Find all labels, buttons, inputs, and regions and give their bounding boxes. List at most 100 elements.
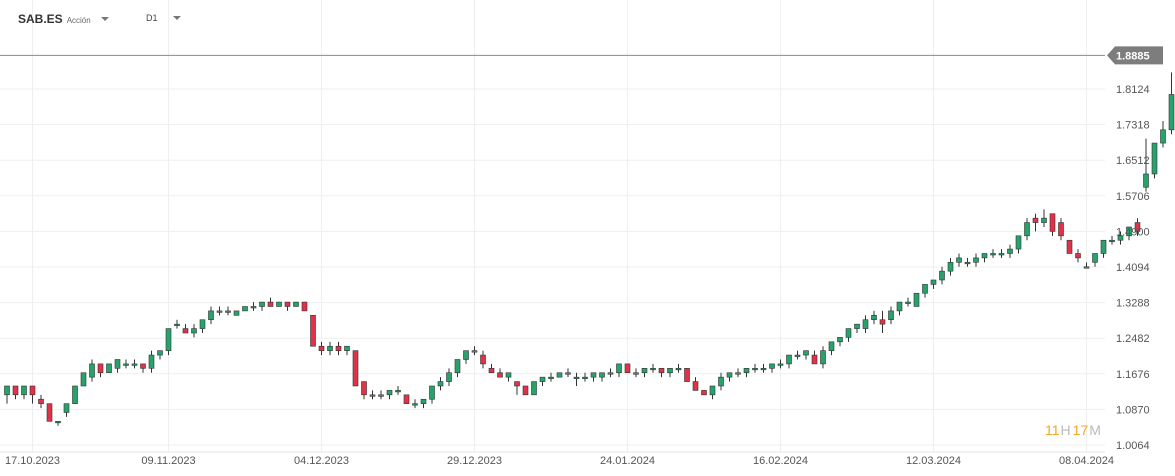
candle-body: [1117, 235, 1124, 241]
x-tick-label: 24.01.2024: [600, 455, 655, 467]
countdown-hours: 11: [1045, 422, 1060, 438]
candle-body: [582, 376, 588, 379]
x-axis-labels: 17.10.2023 09.11.2023 04.12.2023 29.12.2023…: [5, 455, 1114, 467]
candle-body: [480, 354, 486, 365]
symbol-dropdown-chevron-icon[interactable]: [100, 17, 109, 21]
candle-body: [165, 328, 172, 351]
candle: [633, 368, 639, 378]
candle-body: [123, 363, 129, 366]
candle-body: [1049, 213, 1056, 232]
candle: [811, 350, 818, 365]
candle: [403, 394, 410, 404]
candle: [531, 381, 537, 396]
symbol-label[interactable]: SAB.ES: [18, 12, 63, 26]
countdown-hours-unit: H: [1060, 422, 1071, 438]
candle-body: [12, 385, 19, 396]
candle: [1007, 244, 1013, 258]
candle: [1168, 72, 1175, 135]
candle: [548, 372, 554, 382]
candle: [259, 301, 265, 311]
candle: [250, 302, 257, 311]
candle: [12, 385, 19, 400]
candle-body: [947, 262, 954, 272]
candle-body: [1109, 239, 1115, 243]
candle: [854, 323, 860, 333]
x-tick-label: 08.04.2024: [1059, 455, 1114, 467]
candle-body: [794, 354, 801, 357]
candle-body: [650, 368, 656, 371]
candle-body: [837, 337, 843, 343]
candle-body: [888, 310, 894, 321]
current-price-label: 1.8885: [1116, 50, 1150, 62]
candle-body: [148, 354, 155, 369]
candle-body: [1126, 226, 1132, 237]
candle-body: [471, 350, 478, 353]
candle: [1117, 231, 1124, 245]
y-tick-label: 1.4900: [1116, 226, 1150, 238]
candle-body: [684, 368, 690, 382]
candle-body: [981, 253, 988, 259]
candle-body: [242, 306, 248, 312]
timeframe-dropdown-chevron-icon[interactable]: [173, 16, 181, 20]
candle-body: [633, 372, 639, 375]
x-tick-label: 16.02.2024: [753, 455, 808, 467]
candle-body: [1151, 142, 1158, 175]
candle: [692, 377, 699, 391]
candle: [191, 324, 197, 338]
candle: [641, 368, 648, 378]
candle-body: [335, 345, 342, 351]
candle-body: [811, 354, 818, 365]
candle-body: [998, 253, 1005, 256]
candle: [140, 363, 146, 373]
candle-body: [922, 284, 928, 294]
candle: [420, 398, 427, 409]
candle: [667, 368, 673, 378]
candle-body: [803, 350, 809, 356]
candle-body: [89, 363, 95, 378]
y-tick-label: 1.0870: [1116, 404, 1150, 416]
candle-body: [573, 376, 580, 379]
y-tick-label: 1.6512: [1116, 155, 1150, 167]
candle-body: [97, 363, 104, 374]
timeframe-label[interactable]: D1: [146, 13, 158, 23]
candle: [318, 341, 325, 356]
candle-body: [726, 372, 733, 378]
candle-body: [590, 372, 597, 378]
candle: [879, 310, 886, 333]
candle-body: [845, 328, 852, 338]
candle-body: [301, 301, 308, 312]
candle-body: [777, 363, 784, 366]
current-price-tag-shape: [1107, 46, 1163, 65]
candle: [471, 346, 478, 356]
candle-body: [344, 345, 350, 351]
candle-body: [1058, 222, 1064, 237]
candle-body: [735, 372, 741, 375]
candle: [582, 372, 588, 382]
candle: [1092, 253, 1098, 267]
candle: [505, 372, 512, 382]
candle: [701, 390, 707, 396]
candle: [199, 319, 206, 333]
candle-body: [828, 341, 835, 351]
candle-body: [403, 394, 410, 404]
candle: [624, 363, 631, 374]
candle-countdown: 11H 17M: [1045, 422, 1103, 438]
candle-body: [386, 390, 393, 396]
candle-body: [4, 385, 10, 396]
candle-body: [930, 279, 937, 285]
candle: [769, 363, 775, 373]
candle-body: [760, 368, 767, 371]
candle-body: [140, 363, 146, 369]
candle-body: [905, 301, 911, 304]
candle-body: [624, 363, 631, 374]
candle: [998, 249, 1005, 258]
candle: [939, 266, 945, 285]
candle: [4, 385, 10, 404]
candle: [344, 345, 350, 356]
candle: [293, 301, 299, 307]
candle: [21, 385, 27, 400]
candle: [335, 341, 342, 356]
candle-body: [378, 394, 384, 397]
candle-body: [1134, 222, 1141, 232]
